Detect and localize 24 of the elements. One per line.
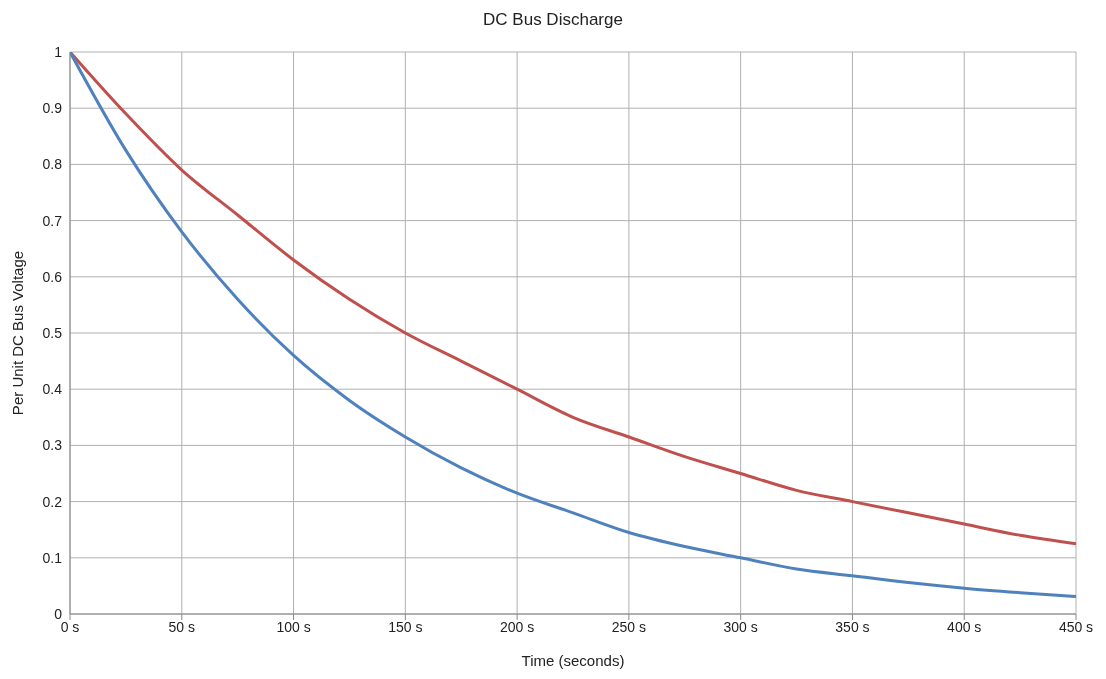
x-axis-title: Time (seconds) — [521, 652, 625, 669]
y-tick-label: 0.1 — [42, 549, 63, 566]
x-tick-label: 150 s — [388, 618, 423, 635]
y-tick-label: 0.7 — [42, 212, 63, 229]
x-tick-label: 0 s — [60, 618, 80, 635]
x-tick-label: 200 s — [499, 618, 535, 635]
y-tick-label: 0.5 — [42, 324, 63, 341]
y-tick-label: 0.3 — [42, 437, 63, 454]
x-tick-label: 50 s — [168, 618, 196, 635]
y-tick-label: 0.8 — [42, 156, 63, 173]
x-tick-label: 300 s — [723, 618, 758, 635]
y-tick-label: 1 — [54, 43, 63, 60]
x-tick-label: 250 s — [611, 618, 647, 635]
chart-title: DC Bus Discharge — [482, 9, 624, 31]
x-tick-label: 350 s — [835, 618, 870, 635]
y-tick-label: 0.4 — [42, 381, 63, 398]
x-tick-label: 100 s — [276, 618, 311, 635]
y-tick-label: 0.9 — [42, 100, 63, 117]
y-tick-label: 0 — [54, 605, 63, 622]
y-tick-label: 0.6 — [42, 268, 63, 285]
y-axis-title: Per Unit DC Bus Voltage — [9, 250, 27, 416]
x-tick-label: 450 s — [1058, 618, 1094, 635]
x-tick-label: 400 s — [947, 618, 982, 635]
y-tick-label: 0.2 — [42, 493, 63, 510]
